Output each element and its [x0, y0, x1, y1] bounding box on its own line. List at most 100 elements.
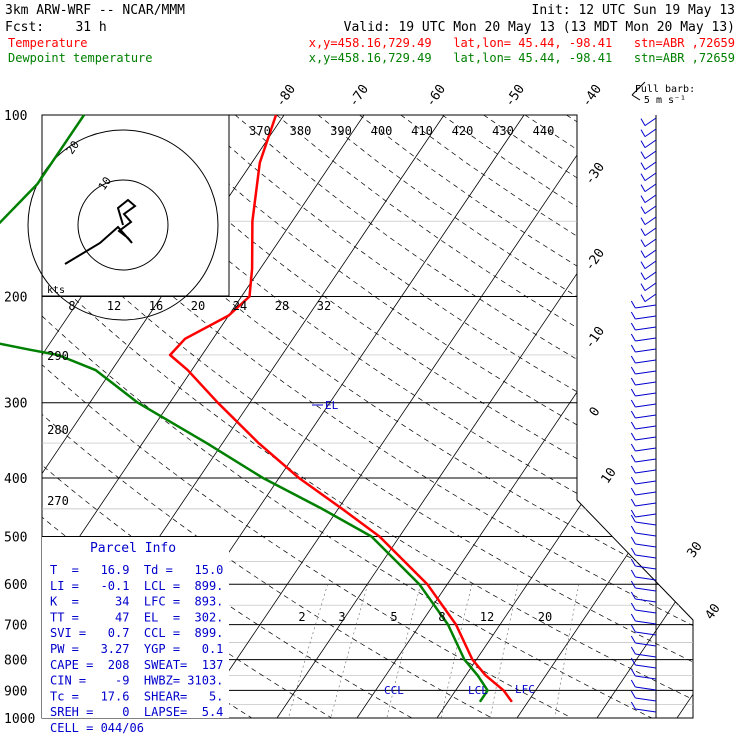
dewpoint-legend: Dewpoint temperature: [8, 51, 153, 65]
parcel-info-row: PW = 3.27 YGP = 0.1: [50, 642, 223, 656]
pressure-label-500: 500: [4, 530, 27, 545]
wind-barb: [640, 260, 657, 270]
mixing-ratio-upper-label: 16: [149, 299, 163, 313]
wind-barb: [630, 487, 657, 496]
isotherm-label: -10: [582, 324, 608, 352]
temperature-location: x,y=458.16,729.49 lat,lon= 45.44, -98.41…: [309, 36, 735, 50]
wind-barb: [630, 635, 657, 647]
wind-barb: [630, 514, 657, 526]
wind-barb: [630, 333, 657, 342]
wind-barb: [630, 465, 657, 474]
wind-barb: [640, 271, 657, 281]
wind-barb: [630, 377, 657, 386]
wind-barb: [630, 569, 657, 581]
mixing-ratio-line: [489, 584, 519, 718]
wind-barb: [640, 249, 657, 259]
wind-barb: [640, 128, 657, 138]
wind-barb: [630, 311, 657, 320]
hodograph: 10 20 kts: [27, 114, 230, 321]
parcel-info-title: Parcel Info: [90, 541, 176, 556]
wind-key-title: Full barb:: [635, 84, 695, 95]
wind-barb: [630, 300, 657, 309]
mixing-ratio-lower-label: 8: [438, 610, 445, 624]
wind-barb: [630, 443, 657, 452]
parcel-info-row: CELL = 044/06: [50, 721, 144, 735]
wind-barb: [630, 399, 657, 408]
wind-barb: [630, 657, 657, 669]
theta-label: 390: [330, 124, 352, 138]
lcl-marker: LCL: [468, 684, 488, 697]
isotherm-label: -30: [582, 160, 608, 188]
wind-barb: [630, 668, 657, 680]
wind-barb: [630, 602, 657, 614]
pressure-label-900: 900: [4, 684, 27, 699]
dry-adiabat: [400, 115, 693, 718]
isotherm: [596, 115, 693, 718]
dry-adiabat: [442, 115, 693, 718]
dewpoint-location: x,y=458.16,729.49 lat,lon= 45.44, -98.41…: [309, 51, 735, 65]
theta-label: 400: [371, 124, 393, 138]
wind-barb: [630, 410, 657, 419]
mixing-ratio-upper-label: 12: [107, 299, 121, 313]
wind-barb: [640, 293, 657, 303]
wind-barb: [630, 366, 657, 375]
pressure-label-400: 400: [4, 472, 27, 487]
mixing-ratio-line: [386, 584, 421, 718]
theta-label: 430: [492, 124, 514, 138]
dry-adiabat: [276, 115, 693, 718]
parcel-info-row: K = 34 LFC = 893.: [50, 595, 223, 609]
dry-adiabat: [42, 115, 652, 718]
theta-label: 370: [249, 124, 271, 138]
dry-adiabat: [42, 115, 492, 718]
temperature-legend: Temperature: [8, 36, 87, 50]
valid-time: Valid: 19 UTC Mon 20 May 13 (13 MDT Mon …: [344, 20, 735, 35]
mixing-ratio-line: [288, 584, 328, 718]
wind-barb: [630, 432, 657, 441]
wind-barb: [630, 454, 657, 463]
isotherm: [276, 115, 685, 718]
temperature-profile: [168, 114, 513, 703]
parcel-info-row: SVI = 0.7 CCL = 899.: [50, 626, 223, 640]
wind-barb: [640, 161, 657, 171]
parcel-info-box: Parcel Info T = 16.9 Td = 15.0 LI = -0.1 …: [42, 537, 229, 735]
mixing-ratio-upper-label: 32: [317, 299, 331, 313]
parcel-info-row: Tc = 17.6 SHEAR= 5.: [50, 689, 223, 703]
wind-barb: [630, 355, 657, 364]
forecast-hour: Fcst: 31 h: [5, 20, 107, 35]
wind-barb: [630, 388, 657, 397]
theta-label: 420: [452, 124, 474, 138]
pressure-label-200: 200: [4, 291, 27, 306]
ccl-marker: CCL: [384, 684, 404, 697]
pressure-label-100: 100: [4, 109, 27, 124]
wind-barb: [630, 547, 657, 559]
parcel-info-background: [42, 537, 229, 718]
theta-label: 440: [533, 124, 555, 138]
theta-left-label: 280: [47, 423, 69, 437]
wind-barb-column: [630, 115, 657, 718]
mixing-ratio-lower-label: 5: [390, 610, 397, 624]
dry-adiabat: [42, 115, 693, 718]
isotherm-label: -60: [423, 82, 449, 110]
isotherm-label: 40: [702, 601, 723, 622]
mixing-ratio-upper-label: 8: [68, 299, 75, 313]
theta-label: 410: [411, 124, 433, 138]
parcel-info-row: LI = -0.1 LCL = 899.: [50, 579, 223, 593]
hodograph-trace: [64, 198, 137, 265]
wind-barb: [640, 216, 657, 226]
wind-barb: [630, 509, 657, 518]
wind-barb: [630, 580, 657, 592]
theta-left-label: 270: [47, 494, 69, 508]
wind-barb: [630, 624, 657, 636]
wind-barb: [640, 194, 657, 204]
wind-barb: [640, 282, 657, 292]
isotherm: [196, 115, 605, 718]
wind-barb: [640, 227, 657, 237]
dry-adiabat: [359, 115, 693, 718]
hodograph-ring-label-10: 10: [96, 174, 114, 192]
isotherm: [356, 115, 693, 718]
wind-barb: [640, 150, 657, 160]
wind-barb: [640, 172, 657, 182]
mixing-ratio-line: [330, 584, 369, 718]
mixing-ratio-upper-label: 24: [233, 299, 247, 313]
